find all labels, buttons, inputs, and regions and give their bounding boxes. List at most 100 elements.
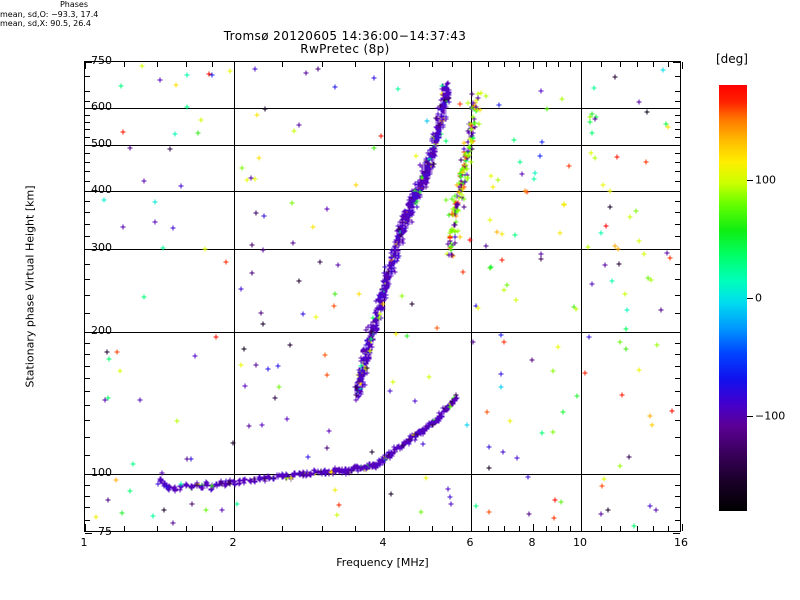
data-point	[644, 109, 650, 115]
data-point	[326, 428, 332, 434]
data-point	[447, 230, 453, 236]
data-point	[403, 440, 409, 446]
data-point	[378, 300, 384, 306]
data-point	[384, 273, 390, 279]
data-point	[441, 100, 447, 106]
data-point	[354, 388, 360, 394]
data-point	[445, 96, 451, 101]
x-axis-minor-tick	[488, 526, 489, 531]
data-point	[370, 464, 376, 470]
data-point	[326, 468, 332, 474]
data-point	[444, 404, 450, 410]
data-point	[359, 384, 365, 390]
data-point	[486, 509, 492, 515]
data-point	[433, 139, 439, 145]
data-point	[289, 200, 294, 206]
data-point	[237, 477, 243, 483]
data-point	[358, 363, 364, 369]
data-point	[432, 417, 438, 423]
data-point	[262, 475, 268, 481]
data-point	[431, 146, 437, 151]
data-point	[351, 464, 357, 470]
data-point	[614, 154, 620, 160]
data-point	[389, 453, 395, 459]
data-point	[423, 426, 429, 432]
data-point	[280, 474, 286, 480]
data-point	[373, 465, 379, 470]
data-point	[582, 370, 588, 376]
data-point	[447, 234, 453, 240]
data-point	[406, 217, 411, 223]
data-point	[296, 278, 302, 284]
data-point	[440, 97, 446, 102]
data-point	[423, 423, 429, 429]
data-point	[374, 463, 380, 469]
data-point	[356, 372, 362, 378]
data-point	[409, 201, 415, 207]
data-point	[376, 292, 382, 298]
data-point	[557, 230, 563, 236]
data-point	[441, 97, 446, 103]
data-point	[252, 478, 258, 484]
y-axis-minor-tick	[675, 295, 680, 296]
data-point	[375, 462, 381, 468]
data-point	[419, 175, 425, 181]
data-point	[372, 462, 378, 468]
data-point	[354, 390, 360, 396]
data-point	[360, 367, 365, 373]
y-axis-tick	[673, 474, 680, 475]
data-point	[397, 219, 403, 224]
data-point	[391, 253, 397, 259]
data-point	[622, 291, 628, 297]
x-axis-minor-tick	[653, 62, 654, 67]
data-point	[354, 387, 360, 393]
data-point	[157, 476, 163, 482]
y-axis-minor-tick	[675, 212, 680, 213]
data-point	[413, 153, 419, 159]
data-point	[226, 480, 232, 486]
data-point	[427, 171, 432, 177]
data-point	[358, 371, 364, 377]
data-point	[354, 463, 360, 469]
data-point	[378, 307, 384, 313]
data-point	[412, 193, 418, 199]
data-point	[223, 480, 228, 486]
data-point	[404, 438, 410, 444]
data-point	[400, 227, 405, 233]
data-point	[361, 464, 367, 470]
data-point	[432, 138, 438, 144]
data-point	[441, 92, 447, 98]
data-point	[386, 449, 392, 455]
data-point	[387, 263, 393, 269]
data-point	[210, 484, 215, 490]
data-point	[459, 194, 465, 200]
data-point	[619, 392, 625, 398]
data-point	[199, 485, 205, 490]
data-point	[407, 212, 413, 217]
data-point	[430, 147, 436, 153]
data-point	[223, 481, 229, 487]
data-point	[389, 266, 395, 271]
x-axis-minor-tick	[488, 62, 489, 67]
data-point	[428, 152, 434, 158]
data-point	[412, 191, 418, 197]
data-point	[398, 232, 404, 238]
data-point	[609, 278, 615, 284]
data-point	[214, 482, 220, 488]
data-point	[296, 122, 302, 128]
data-point	[445, 405, 451, 411]
data-point	[422, 168, 428, 174]
data-point	[443, 91, 448, 97]
data-point	[236, 478, 242, 484]
data-point	[350, 465, 356, 471]
data-point	[396, 234, 402, 240]
data-point	[436, 131, 441, 136]
data-point	[373, 307, 378, 313]
data-point	[394, 445, 400, 450]
data-point	[420, 184, 426, 190]
data-point	[172, 131, 177, 137]
data-point	[373, 316, 379, 322]
phase-stats-x-mode: mean, sd,X: 90.5, 26.4	[0, 19, 91, 28]
data-point	[427, 167, 433, 173]
data-point	[667, 255, 673, 261]
